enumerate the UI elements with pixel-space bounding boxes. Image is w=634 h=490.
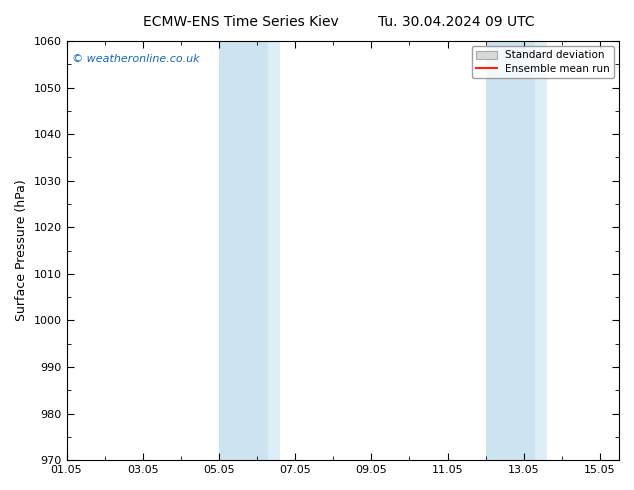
Text: Tu. 30.04.2024 09 UTC: Tu. 30.04.2024 09 UTC — [378, 15, 535, 29]
Text: ECMW-ENS Time Series Kiev: ECMW-ENS Time Series Kiev — [143, 15, 339, 29]
Y-axis label: Surface Pressure (hPa): Surface Pressure (hPa) — [15, 180, 28, 321]
Bar — [219, 41, 268, 460]
Bar — [268, 41, 280, 460]
Bar — [486, 41, 535, 460]
Bar — [535, 41, 547, 460]
Legend: Standard deviation, Ensemble mean run: Standard deviation, Ensemble mean run — [472, 46, 614, 78]
Text: © weatheronline.co.uk: © weatheronline.co.uk — [72, 53, 200, 64]
